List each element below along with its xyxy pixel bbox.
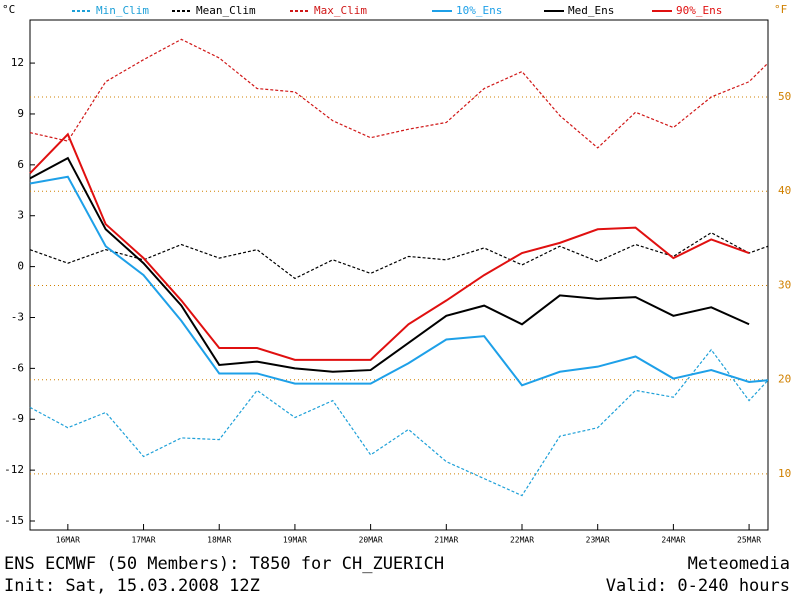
series-line bbox=[29, 348, 769, 497]
x-tick-label: 19MAR bbox=[283, 536, 307, 545]
series-line bbox=[29, 231, 769, 280]
series-line bbox=[29, 38, 769, 149]
y2-axis-unit: °F bbox=[774, 3, 787, 16]
x-tick-label: 22MAR bbox=[510, 536, 534, 545]
y-tick-label: -6 bbox=[11, 361, 24, 374]
x-tick-label: 23MAR bbox=[586, 536, 610, 545]
source: Meteomedia bbox=[688, 554, 790, 574]
x-tick-label: 20MAR bbox=[359, 536, 383, 545]
chart-subtitle: Init: Sat, 15.03.2008 12Z bbox=[4, 576, 260, 596]
y-tick-label: 3 bbox=[17, 209, 24, 222]
plot-frame bbox=[29, 19, 769, 531]
y-tick-label: -15 bbox=[4, 514, 24, 527]
legend-label: Min_Clim bbox=[96, 4, 149, 17]
y-tick-label: -3 bbox=[11, 310, 24, 323]
y-tick-label: 9 bbox=[17, 107, 24, 120]
legend-label: Max_Clim bbox=[314, 4, 367, 17]
y-tick-label: 6 bbox=[17, 158, 24, 171]
y-tick-label: -12 bbox=[4, 463, 24, 476]
y-tick-label: -9 bbox=[11, 412, 24, 425]
legend-label: 90%_Ens bbox=[676, 4, 722, 17]
y-axis-unit: °C bbox=[2, 3, 15, 16]
x-tick-label: 18MAR bbox=[207, 536, 231, 545]
series-line bbox=[29, 132, 750, 361]
x-tick-label: 16MAR bbox=[56, 536, 80, 545]
y2-tick-label: 30 bbox=[778, 278, 791, 291]
y2-tick-label: 40 bbox=[778, 184, 791, 197]
valid-range: Valid: 0-240 hours bbox=[606, 576, 790, 596]
legend-label: 10%_Ens bbox=[456, 4, 502, 17]
y-tick-label: 12 bbox=[11, 56, 24, 69]
chart-title: ENS ECMWF (50 Members): T850 for CH_ZUER… bbox=[4, 554, 444, 574]
legend-label: Mean_Clim bbox=[196, 4, 256, 17]
legend-label: Med_Ens bbox=[568, 4, 614, 17]
x-tick-label: 24MAR bbox=[661, 536, 685, 545]
y2-tick-label: 50 bbox=[778, 90, 791, 103]
x-tick-label: 21MAR bbox=[434, 536, 458, 545]
x-tick-label: 25MAR bbox=[737, 536, 761, 545]
series-line bbox=[29, 175, 769, 387]
y-tick-label: 0 bbox=[17, 260, 24, 273]
y2-tick-label: 20 bbox=[778, 373, 791, 386]
x-tick-label: 17MAR bbox=[131, 536, 155, 545]
y2-tick-label: 10 bbox=[778, 467, 791, 480]
series-line bbox=[29, 156, 750, 373]
